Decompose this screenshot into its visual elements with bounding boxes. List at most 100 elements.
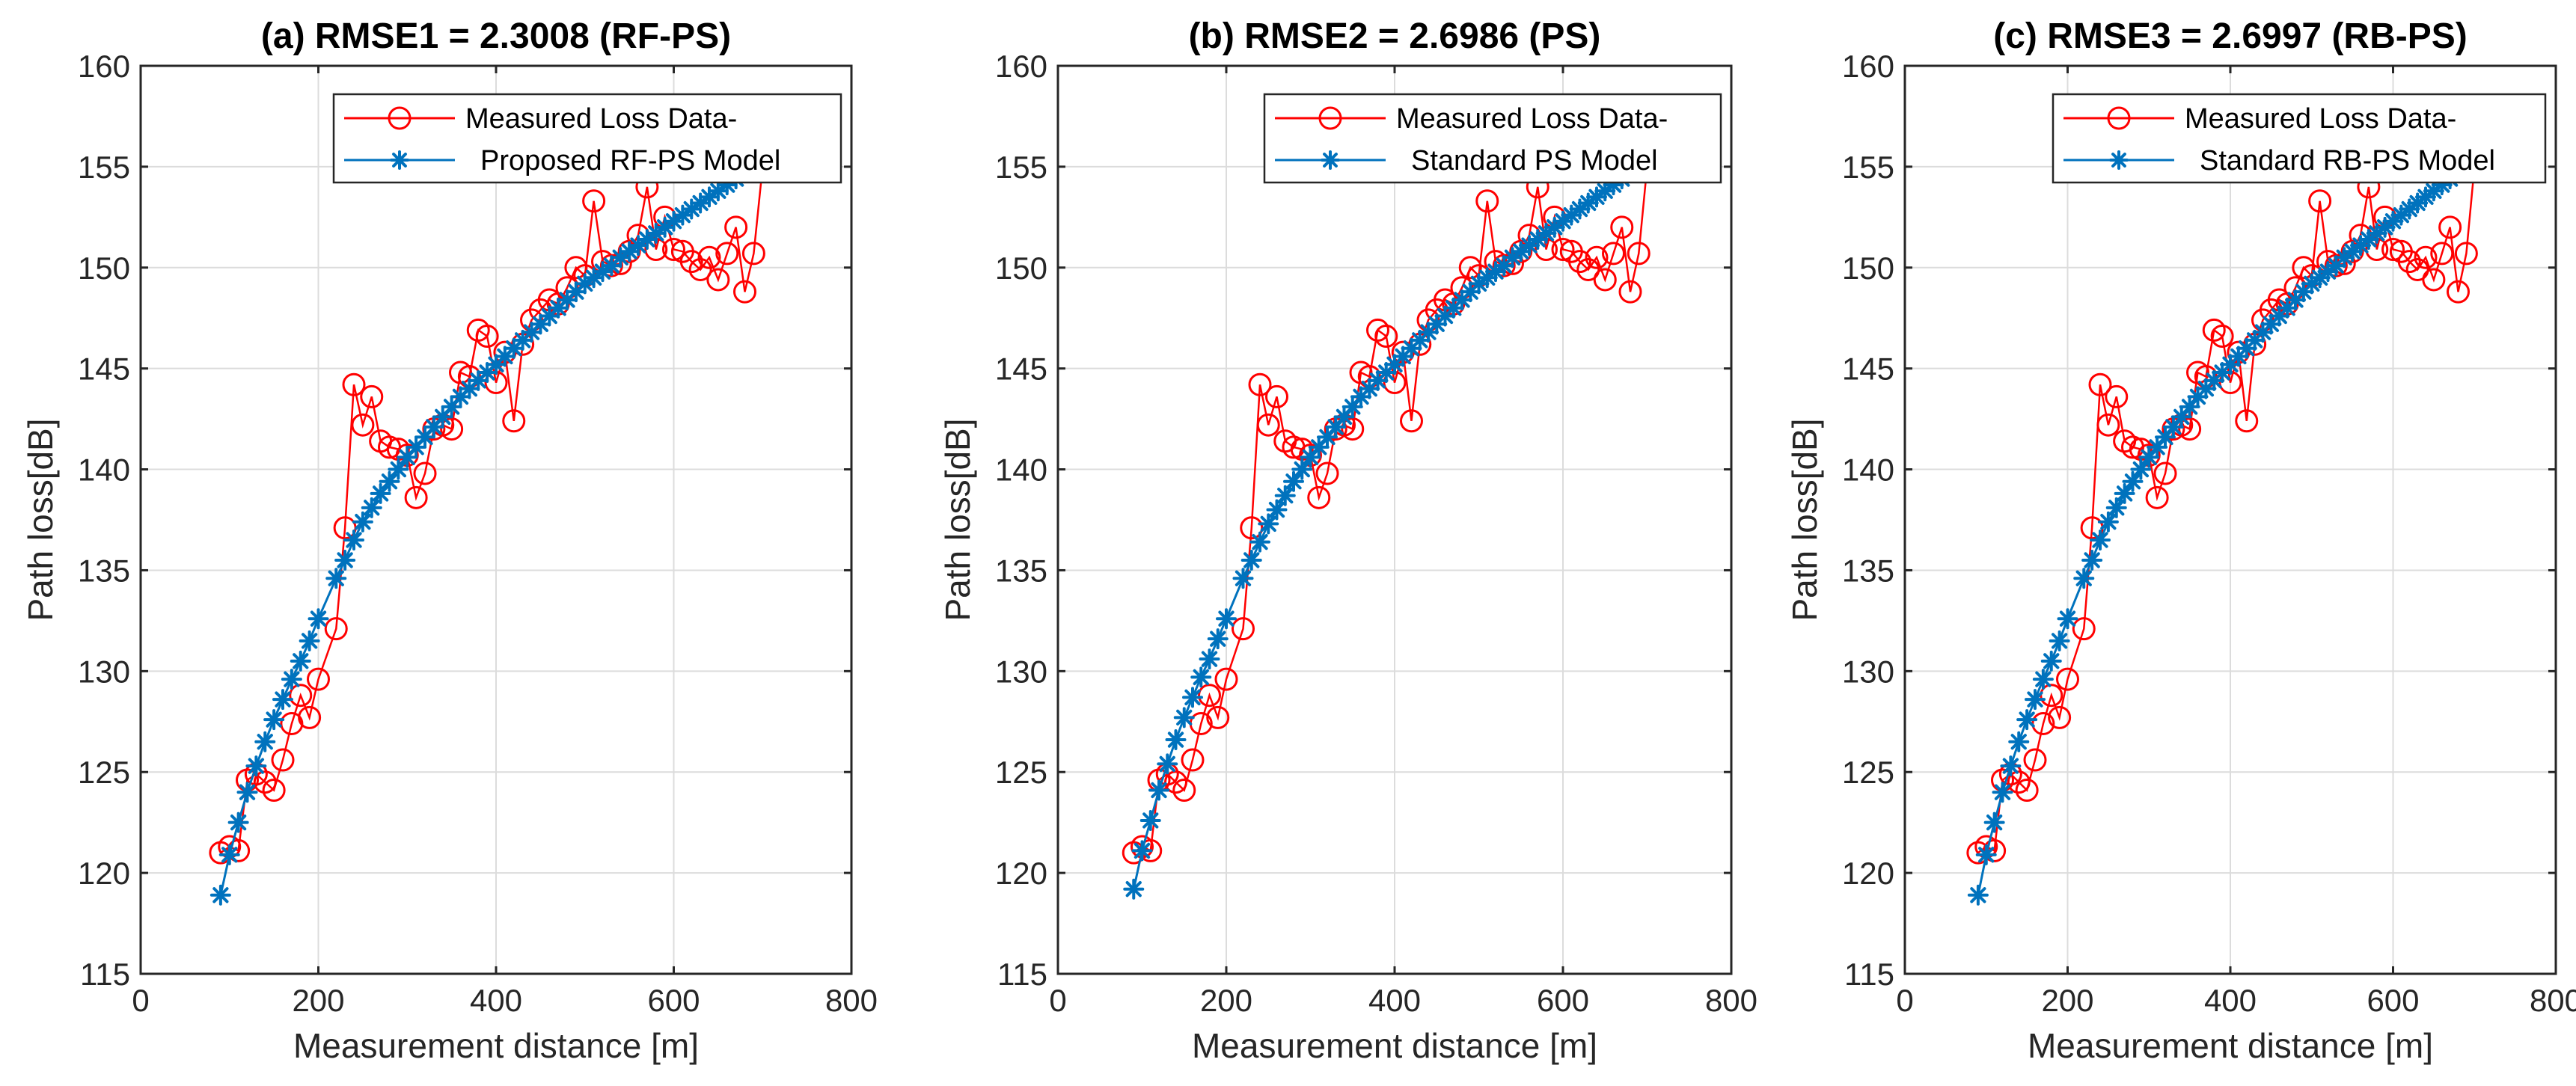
data-point-model: [1249, 531, 1270, 553]
legend-box: [2052, 93, 2547, 184]
data-point-measured: [688, 257, 712, 281]
data-point-model: [1139, 809, 1161, 831]
data-point-measured: [262, 779, 286, 803]
data-point-model: [1291, 458, 1313, 480]
data-point-model: [1157, 753, 1178, 775]
data-point-model: [2032, 669, 2054, 690]
data-point-model: [397, 447, 418, 468]
data-point-model: [699, 186, 720, 208]
data-point-measured: [289, 684, 313, 708]
data-point-measured: [564, 256, 588, 280]
data-point-measured: [2056, 667, 2079, 691]
data-point-model: [2162, 416, 2184, 438]
chart-title: (b) RMSE2 = 2.6986 (PS): [1189, 16, 1601, 56]
data-point-measured: [1265, 384, 1288, 408]
data-point-model: [423, 416, 444, 438]
data-point-model: [2090, 529, 2111, 550]
data-point-model: [1283, 470, 1304, 492]
legend-marker-asterisk: [1321, 150, 1340, 170]
data-point-measured: [1551, 237, 1575, 261]
data-point-model: [1148, 779, 1169, 801]
data-point-model: [1182, 687, 1203, 708]
data-point-measured: [741, 242, 765, 266]
data-point-measured: [2096, 413, 2120, 437]
data-point-measured: [1198, 684, 1221, 708]
x-tick-label: 600: [2367, 983, 2419, 1018]
y-tick-label: 155: [78, 150, 130, 185]
x-tick-label: 600: [647, 983, 700, 1018]
data-point-model: [2260, 313, 2282, 335]
legend-label: Measured Loss Data-: [465, 103, 737, 135]
data-point-model: [1992, 782, 2013, 803]
data-point-model: [1485, 261, 1506, 283]
y-tick-label: 160: [995, 49, 1047, 84]
data-point-measured: [1400, 409, 1423, 433]
data-point-model: [1325, 416, 1347, 438]
data-point-measured: [2072, 617, 2096, 641]
data-point-model: [2081, 549, 2103, 571]
data-point-measured: [724, 215, 748, 239]
x-tick-label: 0: [132, 983, 149, 1018]
data-point-model: [1577, 192, 1599, 214]
data-point-model: [325, 568, 347, 589]
data-point-measured: [1256, 413, 1280, 437]
y-tick-label: 120: [1842, 856, 1894, 891]
data-point-measured: [2145, 485, 2169, 509]
data-point-model: [2203, 369, 2225, 391]
data-point-measured: [502, 409, 526, 433]
data-point-model: [254, 731, 276, 752]
y-axis-label: Path loss[dB]: [21, 418, 60, 621]
data-point-measured: [2105, 384, 2129, 408]
legend-label: Measured Loss Data-: [2185, 103, 2456, 135]
x-tick-label: 800: [2530, 983, 2576, 1018]
data-point-model: [1544, 216, 1565, 238]
legend-label: Standard PS Model: [1411, 145, 1658, 177]
data-point-measured: [1164, 770, 1187, 794]
series-line-measured: [220, 166, 764, 854]
legend-marker-circle: [388, 106, 412, 130]
data-point-measured: [440, 417, 464, 441]
data-point-measured: [413, 461, 437, 485]
data-point-model: [1502, 247, 1523, 269]
data-point-model: [1165, 729, 1187, 751]
data-point-measured: [2422, 268, 2446, 292]
x-tick-label: 400: [2204, 983, 2257, 1018]
data-point-measured: [715, 242, 739, 266]
data-point-model: [2252, 322, 2274, 343]
data-point-model: [236, 782, 258, 803]
data-point-model: [343, 529, 364, 550]
data-point-model: [388, 458, 409, 480]
data-point-model: [2000, 755, 2022, 777]
legend-label: Measured Loss Data-: [1396, 103, 1668, 135]
data-point-measured: [2438, 215, 2462, 239]
x-tick-label: 800: [1705, 983, 1757, 1018]
y-tick-label: 145: [995, 352, 1047, 387]
x-axis-label: Measurement distance [m]: [1192, 1026, 1597, 1065]
data-point-measured: [1568, 250, 1591, 274]
series-layer: [1122, 155, 1659, 900]
data-point-model: [2073, 568, 2095, 589]
data-point-model: [539, 305, 560, 327]
data-point-model: [530, 313, 551, 335]
data-point-measured: [2397, 250, 2421, 274]
data-point-measured: [2178, 417, 2202, 441]
data-point-model: [1983, 812, 2005, 833]
series-line-measured: [1977, 166, 2476, 854]
data-point-model: [1594, 180, 1616, 202]
data-point-model: [2122, 470, 2144, 492]
data-point-model: [1569, 198, 1591, 220]
y-tick-label: 140: [78, 452, 130, 488]
data-point-measured: [1585, 245, 1609, 269]
data-point-model: [681, 198, 703, 220]
data-point-measured: [1240, 516, 1264, 540]
data-point-measured: [1341, 417, 1365, 441]
data-point-model: [486, 354, 507, 375]
data-point-measured: [324, 617, 348, 641]
data-point-measured: [2210, 325, 2234, 349]
data-point-model: [406, 436, 427, 458]
x-tick-label: 200: [292, 983, 344, 1018]
y-tick-label: 160: [1842, 49, 1894, 84]
y-tick-label: 115: [1844, 957, 1894, 992]
data-point-measured: [404, 485, 428, 509]
